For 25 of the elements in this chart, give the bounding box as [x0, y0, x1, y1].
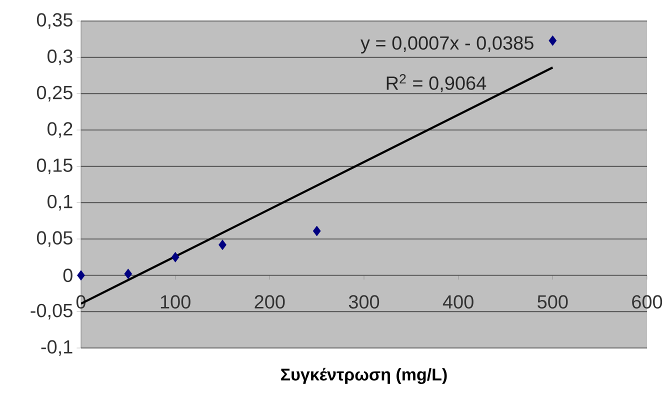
point: [548, 35, 557, 46]
y-tick-label: 0,1: [48, 194, 72, 211]
point: [171, 252, 180, 262]
x-axis-title: Συγκέντρωση (mg/L): [281, 368, 447, 384]
x-tick-label: 200: [254, 295, 285, 309]
y-tick-label: -0,1: [41, 340, 72, 356]
annotation: R$^{2}$ = 0,9064: [386, 74, 486, 92]
x-tick-label: 300: [348, 295, 380, 309]
point: [218, 240, 226, 250]
point: [124, 268, 132, 280]
y-tick-label: 0,35: [36, 13, 72, 29]
point: [77, 270, 85, 281]
x-tick-label: 600: [632, 295, 662, 309]
y-tick-label: 0,25: [36, 86, 72, 102]
y-tick-label: 0,2: [48, 122, 72, 138]
annotation: y = 0,0007x - 0,0385: [360, 36, 534, 54]
y-tick-label: 0,3: [48, 49, 72, 66]
x-tick-label: 500: [538, 295, 568, 309]
y-tick-label: 0: [63, 268, 72, 282]
y-tick-label: 0,15: [36, 158, 72, 174]
y-tick-label: -0,05: [30, 304, 72, 320]
point: [312, 226, 321, 236]
x-tick-label: 400: [442, 295, 474, 309]
x-tick-label: 100: [160, 295, 190, 309]
y-tick-label: 0,05: [36, 231, 72, 247]
